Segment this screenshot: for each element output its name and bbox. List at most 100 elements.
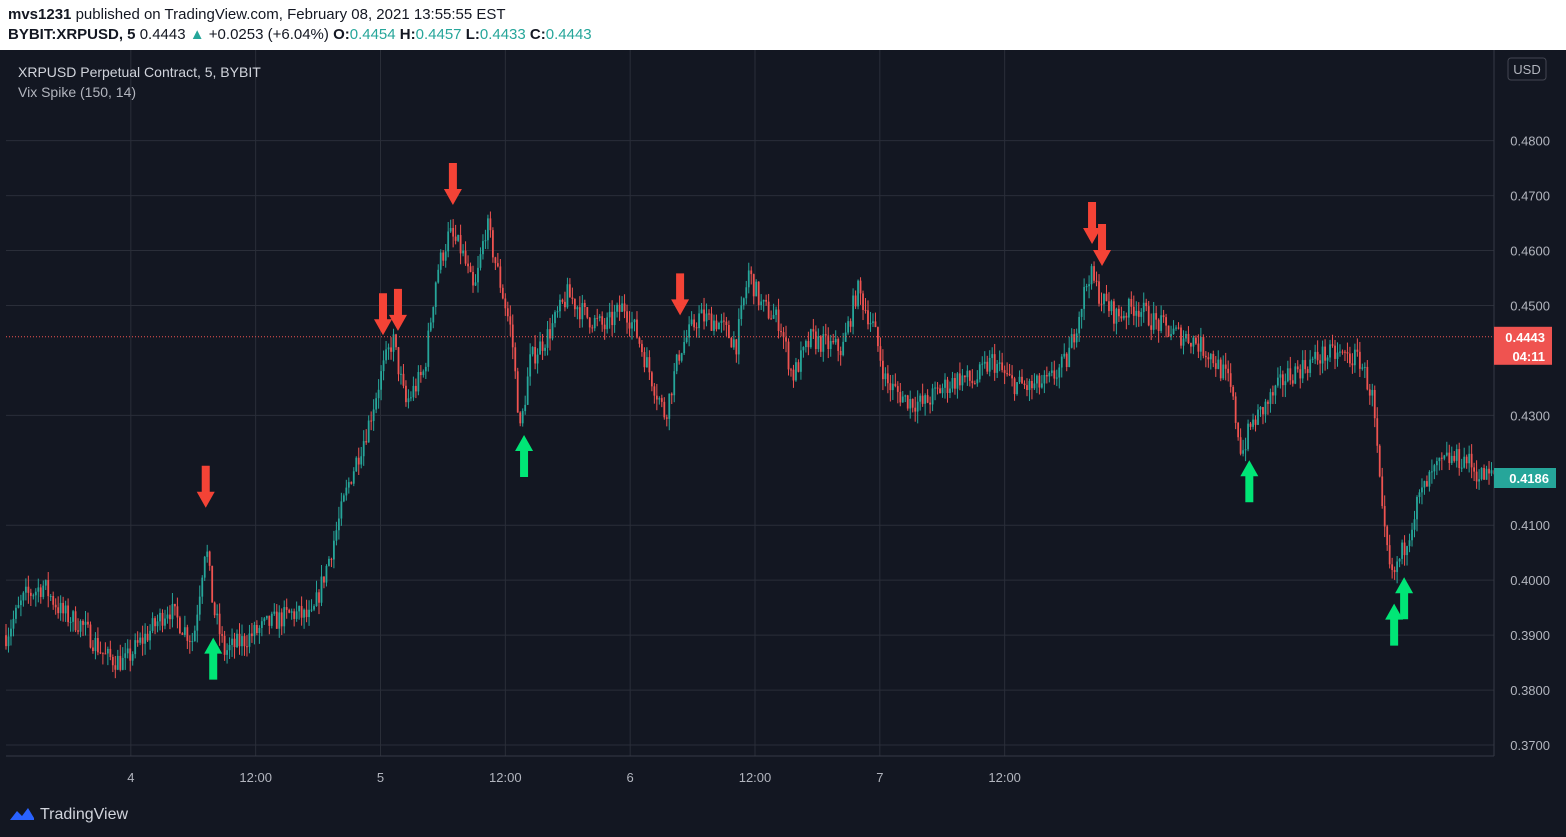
candle-up-body xyxy=(1371,389,1374,396)
candle-up-body xyxy=(822,334,825,352)
candle-up-body xyxy=(1182,338,1185,346)
candle-up-body xyxy=(139,637,142,643)
candle-down-body xyxy=(735,339,738,355)
candle-up-body xyxy=(536,354,539,364)
candle-up-body xyxy=(315,592,318,607)
price-chart[interactable]: 0.4800 0.4700 0.4600 0.4500 0.4300 0.4100 0.40… xyxy=(0,50,1566,796)
candle-up-body xyxy=(216,613,219,616)
candle-up-body xyxy=(524,404,527,412)
time-axis[interactable]: 4 12:00 5 12:00 6 12:00 7 12:00 xyxy=(127,770,1021,785)
candle-down-body xyxy=(499,266,502,288)
candle-up-body xyxy=(337,518,340,531)
candle-down-body xyxy=(323,576,325,583)
candle-up-body xyxy=(1192,337,1195,347)
candle-down-body xyxy=(1031,380,1033,389)
candle-down-body xyxy=(469,266,472,272)
candle-down-body xyxy=(1003,370,1006,374)
candle-up-body xyxy=(668,393,671,419)
chart-frame[interactable]: 0.4800 0.4700 0.4600 0.4500 0.4300 0.4100 0.40… xyxy=(0,50,1566,796)
candle-up-body xyxy=(521,411,524,424)
candle-down-body xyxy=(370,420,373,422)
candle-down-body xyxy=(790,369,792,371)
candle-down-body xyxy=(636,319,638,338)
candle-up-body xyxy=(10,628,12,637)
footer-brand[interactable]: TradingView xyxy=(40,806,129,823)
candle-down-body xyxy=(146,633,149,641)
candle-down-body xyxy=(213,602,216,616)
candle-up-body xyxy=(42,585,45,597)
time-tick-label: 7 xyxy=(876,770,883,785)
currency-button[interactable] xyxy=(1507,57,1547,81)
candle-up-body xyxy=(658,398,661,400)
candle-up-body xyxy=(372,409,375,422)
candle-down-body xyxy=(519,412,522,424)
price-axis[interactable]: 0.4800 0.4700 0.4600 0.4500 0.4300 0.4100 0.40… xyxy=(1510,134,1550,753)
candle-up-body xyxy=(613,311,616,326)
candle-down-body xyxy=(178,617,181,634)
candle-down-body xyxy=(1234,396,1237,423)
candle-down-body xyxy=(506,308,509,317)
candle-down-body xyxy=(74,611,77,631)
candle-down-body xyxy=(211,565,214,603)
candle-up-body xyxy=(121,657,124,670)
candle-down-body xyxy=(807,341,810,348)
candle-down-body xyxy=(442,252,445,261)
candle-down-body xyxy=(1346,352,1349,354)
candle-up-body xyxy=(382,360,385,372)
time-tick-label: 5 xyxy=(377,770,384,785)
candle-up-body xyxy=(367,420,370,443)
candle-up-body xyxy=(134,640,137,655)
candle-down-body xyxy=(39,587,42,597)
candle-down-body xyxy=(89,624,92,648)
candle-up-body xyxy=(1127,298,1130,318)
indicator-tag-value: 0.4186 xyxy=(1509,471,1549,486)
candle-up-body xyxy=(817,336,820,349)
candle-up-body xyxy=(203,556,206,578)
candle-up-body xyxy=(298,606,301,612)
ohlc-summary: BYBIT:XRPUSD, 5 0.4443 ▲ +0.0253 (+6.04%… xyxy=(8,26,592,43)
candle-up-body xyxy=(345,487,348,496)
candle-up-body xyxy=(551,323,554,339)
ticker: BYBIT:XRPUSD, 5 xyxy=(8,26,136,43)
candle-down-body xyxy=(472,271,474,286)
candle-up-body xyxy=(22,592,25,601)
candle-up-body xyxy=(1301,360,1304,379)
open-label: O: xyxy=(333,26,350,43)
footer: TradingView xyxy=(0,796,1566,837)
legend-symbol[interactable]: XRPUSD Perpetual Contract, 5, BYBIT xyxy=(18,64,261,80)
candle-up-body xyxy=(1413,519,1416,530)
author-name[interactable]: mvs1231 xyxy=(8,6,72,23)
candle-up-body xyxy=(869,322,872,325)
candle-up-body xyxy=(156,621,159,627)
candle-down-body xyxy=(1426,481,1428,487)
time-tick-label: 6 xyxy=(627,770,634,785)
candle-up-body xyxy=(745,287,748,299)
candle-down-body xyxy=(561,299,564,302)
candle-down-body xyxy=(1120,316,1123,319)
candle-up-body xyxy=(1115,308,1118,324)
candle-up-body xyxy=(1396,561,1399,573)
arrow-up-icon xyxy=(515,435,534,478)
legend-indicator[interactable]: Vix Spike (150, 14) xyxy=(18,84,137,100)
candle-up-body xyxy=(270,613,273,626)
candle-up-body xyxy=(844,332,847,342)
candle-up-body xyxy=(1309,359,1312,373)
candle-up-body xyxy=(20,600,22,606)
candle-down-body xyxy=(1098,281,1100,304)
candle-down-body xyxy=(67,605,70,623)
candle-down-body xyxy=(419,372,422,376)
candle-up-body xyxy=(226,650,228,655)
candle-up-body xyxy=(400,373,402,375)
candle-up-body xyxy=(775,309,777,315)
candle-down-body xyxy=(1358,351,1361,369)
candle-down-body xyxy=(591,327,594,329)
price-tick-label: 0.3800 xyxy=(1510,683,1550,698)
candle-down-body xyxy=(285,607,288,610)
candle-down-body xyxy=(1281,374,1284,386)
candle-down-body xyxy=(97,638,99,653)
candle-down-body xyxy=(839,350,842,356)
candle-down-body xyxy=(703,309,705,322)
candle-up-body xyxy=(1286,368,1289,382)
candle-down-body xyxy=(1356,349,1359,352)
candle-up-body xyxy=(546,329,549,348)
